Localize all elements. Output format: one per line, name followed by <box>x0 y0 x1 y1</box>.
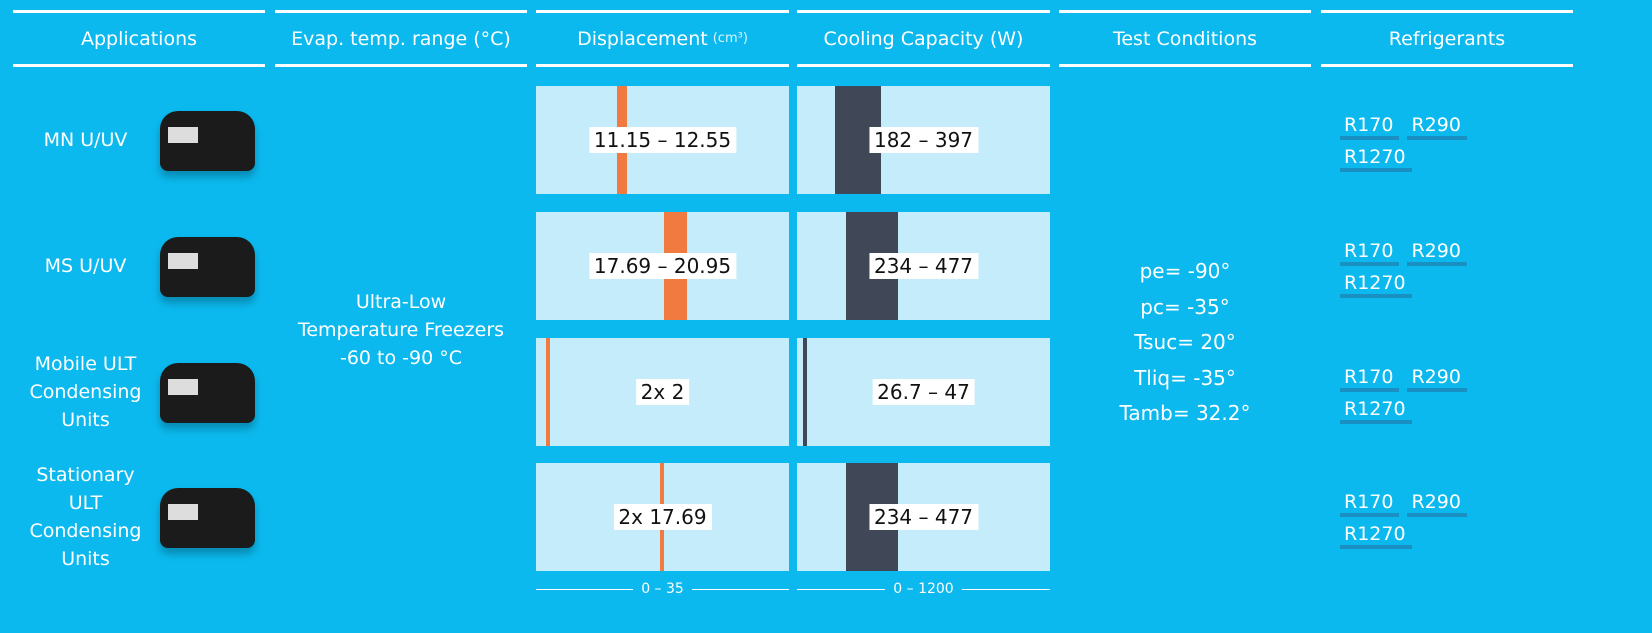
unit: (cm³) <box>713 31 748 46</box>
range-bar <box>546 338 550 446</box>
refrigerants: R170 R290 R1270 <box>1340 240 1490 304</box>
header-text: Refrigerants <box>1389 28 1505 50</box>
application: MS U/UV <box>13 252 158 280</box>
application-line: Units <box>13 545 158 573</box>
scale-label: 0 – 35 <box>633 581 692 597</box>
range-label: 234 – 477 <box>869 504 978 530</box>
refrigerants: R170 R290 R1270 <box>1340 366 1490 430</box>
condition: Tamb= 32.2° <box>1059 396 1311 432</box>
condition: pe= -90° <box>1059 254 1311 290</box>
refrigerant: R170 <box>1340 366 1399 392</box>
range-label: 26.7 – 47 <box>872 379 975 405</box>
page: Applications Evap. temp. range (°C) Displa… <box>0 0 1652 633</box>
refrigerant: R290 <box>1407 240 1466 266</box>
condition: Tliq= -35° <box>1059 361 1311 397</box>
application-line: Mobile ULT <box>13 350 158 378</box>
refrigerant: R170 <box>1340 114 1399 140</box>
refrigerant: R170 <box>1340 491 1399 517</box>
range-label: 11.15 – 12.55 <box>589 127 736 153</box>
product-image <box>160 363 255 423</box>
refrigerant: R1270 <box>1340 272 1412 298</box>
refrigerant: R1270 <box>1340 523 1412 549</box>
header-text: Displacement <box>577 28 708 50</box>
column-header: Test Conditions <box>1059 10 1311 67</box>
refrigerants: R170 R290 R1270 <box>1340 491 1490 555</box>
product-image <box>160 111 255 171</box>
image-detail <box>168 379 198 395</box>
test-conditions: pe= -90°pc= -35°Tsuc= 20°Tliq= -35°Tamb=… <box>1059 254 1311 432</box>
image-detail <box>168 127 198 143</box>
application-line: Condensing <box>13 517 158 545</box>
product-image <box>160 237 255 297</box>
refrigerant: R1270 <box>1340 398 1412 424</box>
scale-line <box>797 589 885 590</box>
application-line: MN U/UV <box>13 126 158 154</box>
scale-label: 0 – 1200 <box>885 581 961 597</box>
application: MN U/UV <box>13 126 158 154</box>
scale: 0 – 35 <box>536 580 789 598</box>
refrigerant: R170 <box>1340 240 1399 266</box>
condition: Tsuc= 20° <box>1059 325 1311 361</box>
product-image <box>160 488 255 548</box>
header-text: Cooling Capacity (W) <box>824 28 1024 50</box>
evap-line: Ultra-Low <box>275 288 527 316</box>
refrigerants: R170 R290 R1270 <box>1340 114 1490 178</box>
header-text: Evap. temp. range (°C) <box>291 28 511 50</box>
scale-line <box>536 589 633 590</box>
application-line: Stationary <box>13 461 158 489</box>
header-text: Applications <box>81 28 197 50</box>
condition: pc= -35° <box>1059 290 1311 326</box>
evap-line: -60 to -90 °C <box>275 344 527 372</box>
refrigerant: R290 <box>1407 114 1466 140</box>
range-label: 182 – 397 <box>869 127 978 153</box>
column-header: Cooling Capacity (W) <box>797 10 1050 67</box>
range-label: 2x 17.69 <box>613 504 711 530</box>
scale-line <box>692 589 789 590</box>
application-line: Units <box>13 406 158 434</box>
range-label: 17.69 – 20.95 <box>589 253 736 279</box>
refrigerant: R290 <box>1407 491 1466 517</box>
scale: 0 – 1200 <box>797 580 1050 598</box>
evap-line: Temperature Freezers <box>275 316 527 344</box>
column-header: Evap. temp. range (°C) <box>275 10 527 67</box>
application-line: ULT <box>13 489 158 517</box>
column-header: Refrigerants <box>1321 10 1573 67</box>
refrigerant: R1270 <box>1340 146 1412 172</box>
refrigerant: R290 <box>1407 366 1466 392</box>
application-line: Condensing <box>13 378 158 406</box>
image-detail <box>168 253 198 269</box>
range-label: 2x 2 <box>636 379 690 405</box>
column-header: Displacement (cm³) <box>536 10 789 67</box>
application-line: MS U/UV <box>13 252 158 280</box>
range-label: 234 – 477 <box>869 253 978 279</box>
header-text: Test Conditions <box>1113 28 1257 50</box>
image-detail <box>168 504 198 520</box>
scale-line <box>962 589 1050 590</box>
range-bar <box>803 338 807 446</box>
column-header: Applications <box>13 10 265 67</box>
